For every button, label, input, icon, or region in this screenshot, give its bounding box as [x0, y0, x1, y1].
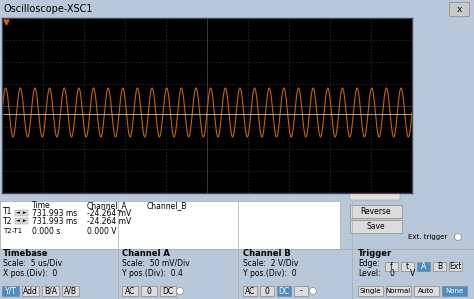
Text: ►: ► — [23, 210, 27, 216]
Bar — [350, 220, 402, 233]
Bar — [442, 286, 467, 296]
Text: Ext: Ext — [449, 262, 462, 271]
Text: Time: Time — [32, 202, 51, 210]
Bar — [0, 201, 340, 249]
Text: Oscilloscope-XSC1: Oscilloscope-XSC1 — [4, 4, 93, 14]
Bar — [433, 262, 446, 271]
Bar — [358, 286, 383, 296]
Text: Y/T: Y/T — [5, 286, 17, 295]
Text: f: f — [390, 262, 393, 271]
Bar — [62, 286, 79, 296]
Text: -24.264 mV: -24.264 mV — [87, 210, 131, 219]
Text: 0: 0 — [264, 286, 269, 295]
Text: T2: T2 — [3, 216, 12, 225]
Text: Save: Save — [367, 222, 385, 231]
Text: Single: Single — [360, 288, 381, 294]
Bar — [401, 262, 414, 271]
Text: Scale:  50 mV/Div: Scale: 50 mV/Div — [122, 259, 190, 268]
Text: Auto: Auto — [419, 288, 435, 294]
Bar — [350, 194, 400, 200]
Text: Channel B: Channel B — [243, 249, 291, 259]
Bar — [2, 286, 19, 296]
Text: 0: 0 — [390, 269, 395, 277]
Circle shape — [176, 288, 183, 295]
Bar — [386, 286, 411, 296]
Text: DC: DC — [278, 286, 290, 295]
Text: t: t — [406, 262, 409, 271]
Text: B: B — [437, 262, 442, 271]
Text: Edge:: Edge: — [358, 259, 380, 268]
Text: Add: Add — [23, 286, 38, 295]
Circle shape — [455, 234, 462, 240]
Bar — [160, 286, 176, 296]
Bar — [260, 286, 274, 296]
Bar — [414, 286, 439, 296]
Text: X pos.(Div):  0: X pos.(Div): 0 — [3, 269, 57, 277]
Bar — [350, 205, 402, 218]
Text: -: - — [300, 286, 302, 295]
Bar — [449, 2, 469, 16]
Bar — [277, 286, 291, 296]
Text: Timebase: Timebase — [3, 249, 48, 259]
Text: T1: T1 — [3, 208, 12, 216]
Bar — [122, 286, 138, 296]
Text: T2-T1: T2-T1 — [3, 228, 22, 234]
Text: AC: AC — [245, 286, 255, 295]
Bar — [22, 210, 28, 216]
Text: AC: AC — [125, 286, 135, 295]
Text: -24.264 mV: -24.264 mV — [87, 217, 131, 227]
Text: V: V — [410, 269, 415, 277]
Bar — [385, 262, 398, 271]
Text: 0.000 s: 0.000 s — [32, 227, 60, 236]
Text: A/B: A/B — [64, 286, 77, 295]
Text: None: None — [446, 288, 464, 294]
Text: Ext. trigger: Ext. trigger — [408, 234, 447, 240]
Text: Reverse: Reverse — [361, 207, 392, 216]
Text: 0.000 V: 0.000 V — [87, 227, 117, 236]
Text: Trigger: Trigger — [358, 249, 392, 259]
Text: DC: DC — [163, 286, 173, 295]
Text: A: A — [421, 262, 426, 271]
Bar — [243, 286, 257, 296]
Text: ►: ► — [23, 219, 27, 223]
Text: B/A: B/A — [44, 286, 57, 295]
Bar — [15, 210, 21, 216]
Text: 731.993 ms: 731.993 ms — [32, 217, 77, 227]
Text: Level:: Level: — [358, 269, 381, 277]
Text: Channel_A: Channel_A — [87, 202, 128, 210]
Bar — [15, 218, 21, 224]
Text: Scale:  2 V/Div: Scale: 2 V/Div — [243, 259, 298, 268]
Text: 0: 0 — [146, 286, 151, 295]
Text: Channel_B: Channel_B — [147, 202, 188, 210]
Bar — [141, 286, 157, 296]
Bar — [417, 262, 430, 271]
Text: Scale:  5 us/Div: Scale: 5 us/Div — [3, 259, 62, 268]
Text: Normal: Normal — [386, 288, 411, 294]
Bar — [22, 218, 28, 224]
Bar — [294, 286, 308, 296]
Text: Channel A: Channel A — [122, 249, 170, 259]
Circle shape — [310, 288, 317, 295]
Bar — [42, 286, 59, 296]
Text: 731.993 ms: 731.993 ms — [32, 210, 77, 219]
Text: x: x — [456, 4, 462, 13]
Text: Y pos.(Div):  0.4: Y pos.(Div): 0.4 — [122, 269, 183, 277]
Bar — [449, 262, 462, 271]
Bar — [22, 286, 39, 296]
Text: ◄: ◄ — [16, 210, 20, 216]
Text: Y pos.(Div):  0: Y pos.(Div): 0 — [243, 269, 297, 277]
Text: ◄: ◄ — [16, 219, 20, 223]
